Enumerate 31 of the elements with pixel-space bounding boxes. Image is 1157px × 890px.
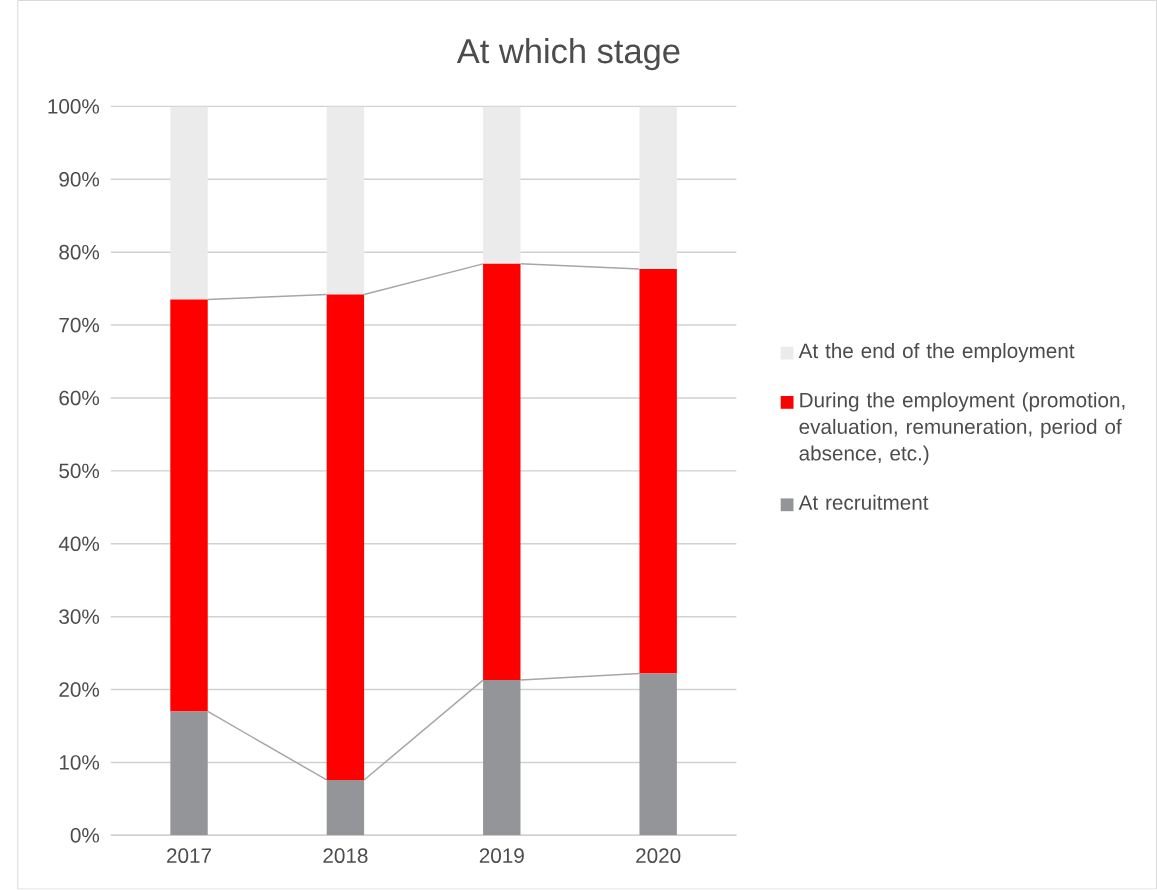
bar	[483, 106, 521, 265]
x-tick-label: 2018	[323, 848, 368, 864]
bar	[639, 673, 677, 836]
y-tick-label: 0%	[70, 828, 100, 843]
bar	[170, 299, 208, 712]
y-tick-label: 20%	[59, 682, 100, 698]
bar	[483, 264, 521, 681]
x-tick-label: 2017	[167, 848, 211, 864]
bar	[326, 780, 365, 836]
bar	[483, 680, 521, 836]
y-tick-label: 100%	[48, 99, 100, 114]
legend-label: At recruitment	[798, 494, 929, 511]
y-tick-label: 90%	[59, 172, 100, 187]
y-tick-label: 40%	[58, 536, 100, 552]
x-tick-label: 2020	[636, 848, 681, 864]
y-tick-label: 30%	[59, 609, 100, 625]
bar	[326, 106, 365, 295]
y-tick-label: 50%	[59, 463, 100, 479]
x-tick-label: 2019	[479, 848, 524, 864]
bar	[639, 106, 677, 270]
legend-label: During the employment (promotion, evaluation, remuneration, period of absence, etc.)	[799, 392, 1125, 465]
bar	[639, 269, 677, 674]
y-tick-label: 60%	[59, 390, 100, 406]
y-tick-label: 10%	[59, 755, 100, 771]
y-tick-label: 80%	[59, 245, 100, 260]
bar	[170, 106, 208, 300]
bar	[326, 294, 365, 781]
y-tick-label: 70%	[59, 317, 100, 333]
bar	[170, 711, 208, 836]
chart-title: At which stage	[456, 38, 680, 71]
legend-label: At the end of the employment	[798, 343, 1075, 363]
